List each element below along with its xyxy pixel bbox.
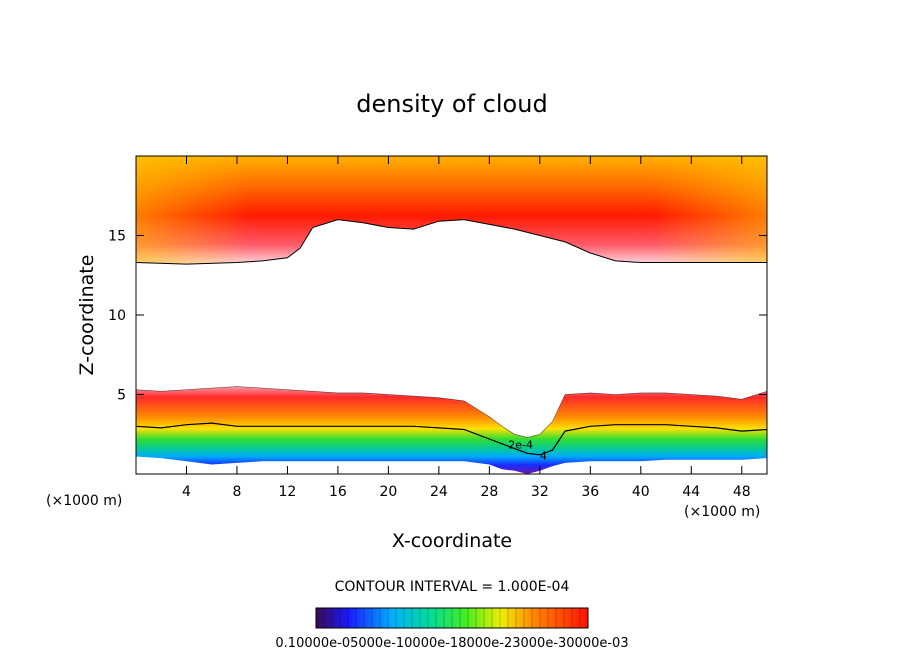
x-axis-ticks: 4 8 12 16 20 24 28 32 36 40 44 48 [182, 156, 751, 500]
upper-cloud-layer-edge-shading [136, 156, 767, 265]
chart-title: density of cloud [356, 90, 547, 118]
x-tick-label: 8 [232, 484, 241, 500]
lower-cloud-contour-2e-4 [136, 422, 767, 456]
x-tick-label: 4 [182, 484, 191, 500]
x-tick-label: 24 [430, 484, 448, 500]
x-tick-label: 40 [632, 484, 650, 500]
contour-label-4: 4 [540, 450, 547, 463]
y-tick-label: 15 [108, 229, 126, 245]
y-tick-label: 10 [108, 308, 126, 324]
contour-interval-text: CONTOUR INTERVAL = 1.000E-04 [335, 579, 570, 595]
lower-cloud-top-contour [136, 386, 767, 438]
contour-label-2e-4: 2e-4 [508, 439, 533, 452]
x-tick-label: 20 [379, 484, 397, 500]
y-axis-label: Z-coordinate [76, 255, 98, 376]
x-tick-label: 28 [480, 484, 498, 500]
x-tick-label: 12 [279, 484, 297, 500]
x-tick-label: 48 [733, 484, 751, 500]
y-tick-label: 5 [117, 388, 126, 404]
plot-area: 2e-4 4 [136, 156, 767, 474]
x-axis-label: X-coordinate [392, 530, 512, 552]
colorbar-divisions [323, 608, 581, 628]
x-tick-label: 44 [682, 484, 700, 500]
x-tick-label: 16 [329, 484, 347, 500]
y-axis-ticks: 5 10 15 [108, 229, 767, 404]
x-unit-left: (×1000 m) [46, 493, 122, 509]
upper-cloud-base-contour [136, 219, 767, 265]
x-tick-label: 36 [581, 484, 599, 500]
colorbar-labels: 0.10000e-05000e-10000e-18000e-23000e-300… [275, 636, 628, 651]
x-tick-label: 32 [531, 484, 549, 500]
lower-cloud-layer [136, 386, 767, 474]
x-unit-right: (×1000 m) [684, 504, 760, 520]
colorbar [315, 607, 589, 629]
